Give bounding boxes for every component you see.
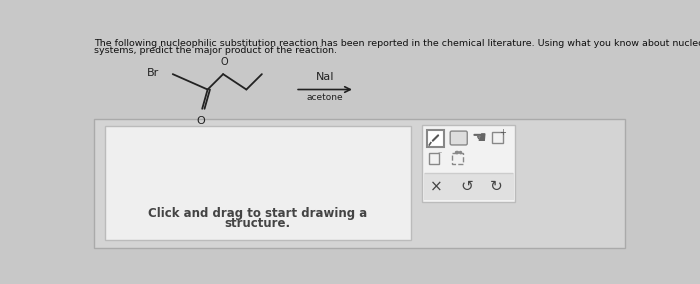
Bar (424, 174, 514, 201)
Bar (104, 126, 411, 241)
Text: Click and drag to start drawing a: Click and drag to start drawing a (148, 207, 368, 220)
Bar (428, 153, 440, 164)
Text: systems, predict the major product of the reaction.: systems, predict the major product of th… (94, 46, 337, 55)
Text: ↻: ↻ (489, 179, 503, 194)
Bar (427, 130, 444, 147)
Bar (94, 119, 624, 248)
Bar (492, 132, 503, 143)
Text: O: O (221, 57, 228, 67)
FancyBboxPatch shape (450, 131, 468, 145)
Bar (452, 153, 463, 164)
Text: ⁻: ⁻ (438, 149, 442, 158)
Text: The following nucleophilic substitution reaction has been reported in the chemic: The following nucleophilic substitution … (94, 39, 700, 48)
Text: +: + (500, 128, 506, 137)
Bar (422, 125, 515, 202)
Text: ☚: ☚ (471, 129, 486, 147)
Text: ↺: ↺ (460, 179, 473, 194)
Text: Br: Br (146, 68, 159, 78)
Text: O: O (196, 116, 205, 126)
Text: NaI: NaI (316, 72, 335, 82)
Text: structure.: structure. (225, 217, 290, 230)
Text: ×: × (430, 179, 442, 194)
Text: acetone: acetone (307, 93, 344, 102)
